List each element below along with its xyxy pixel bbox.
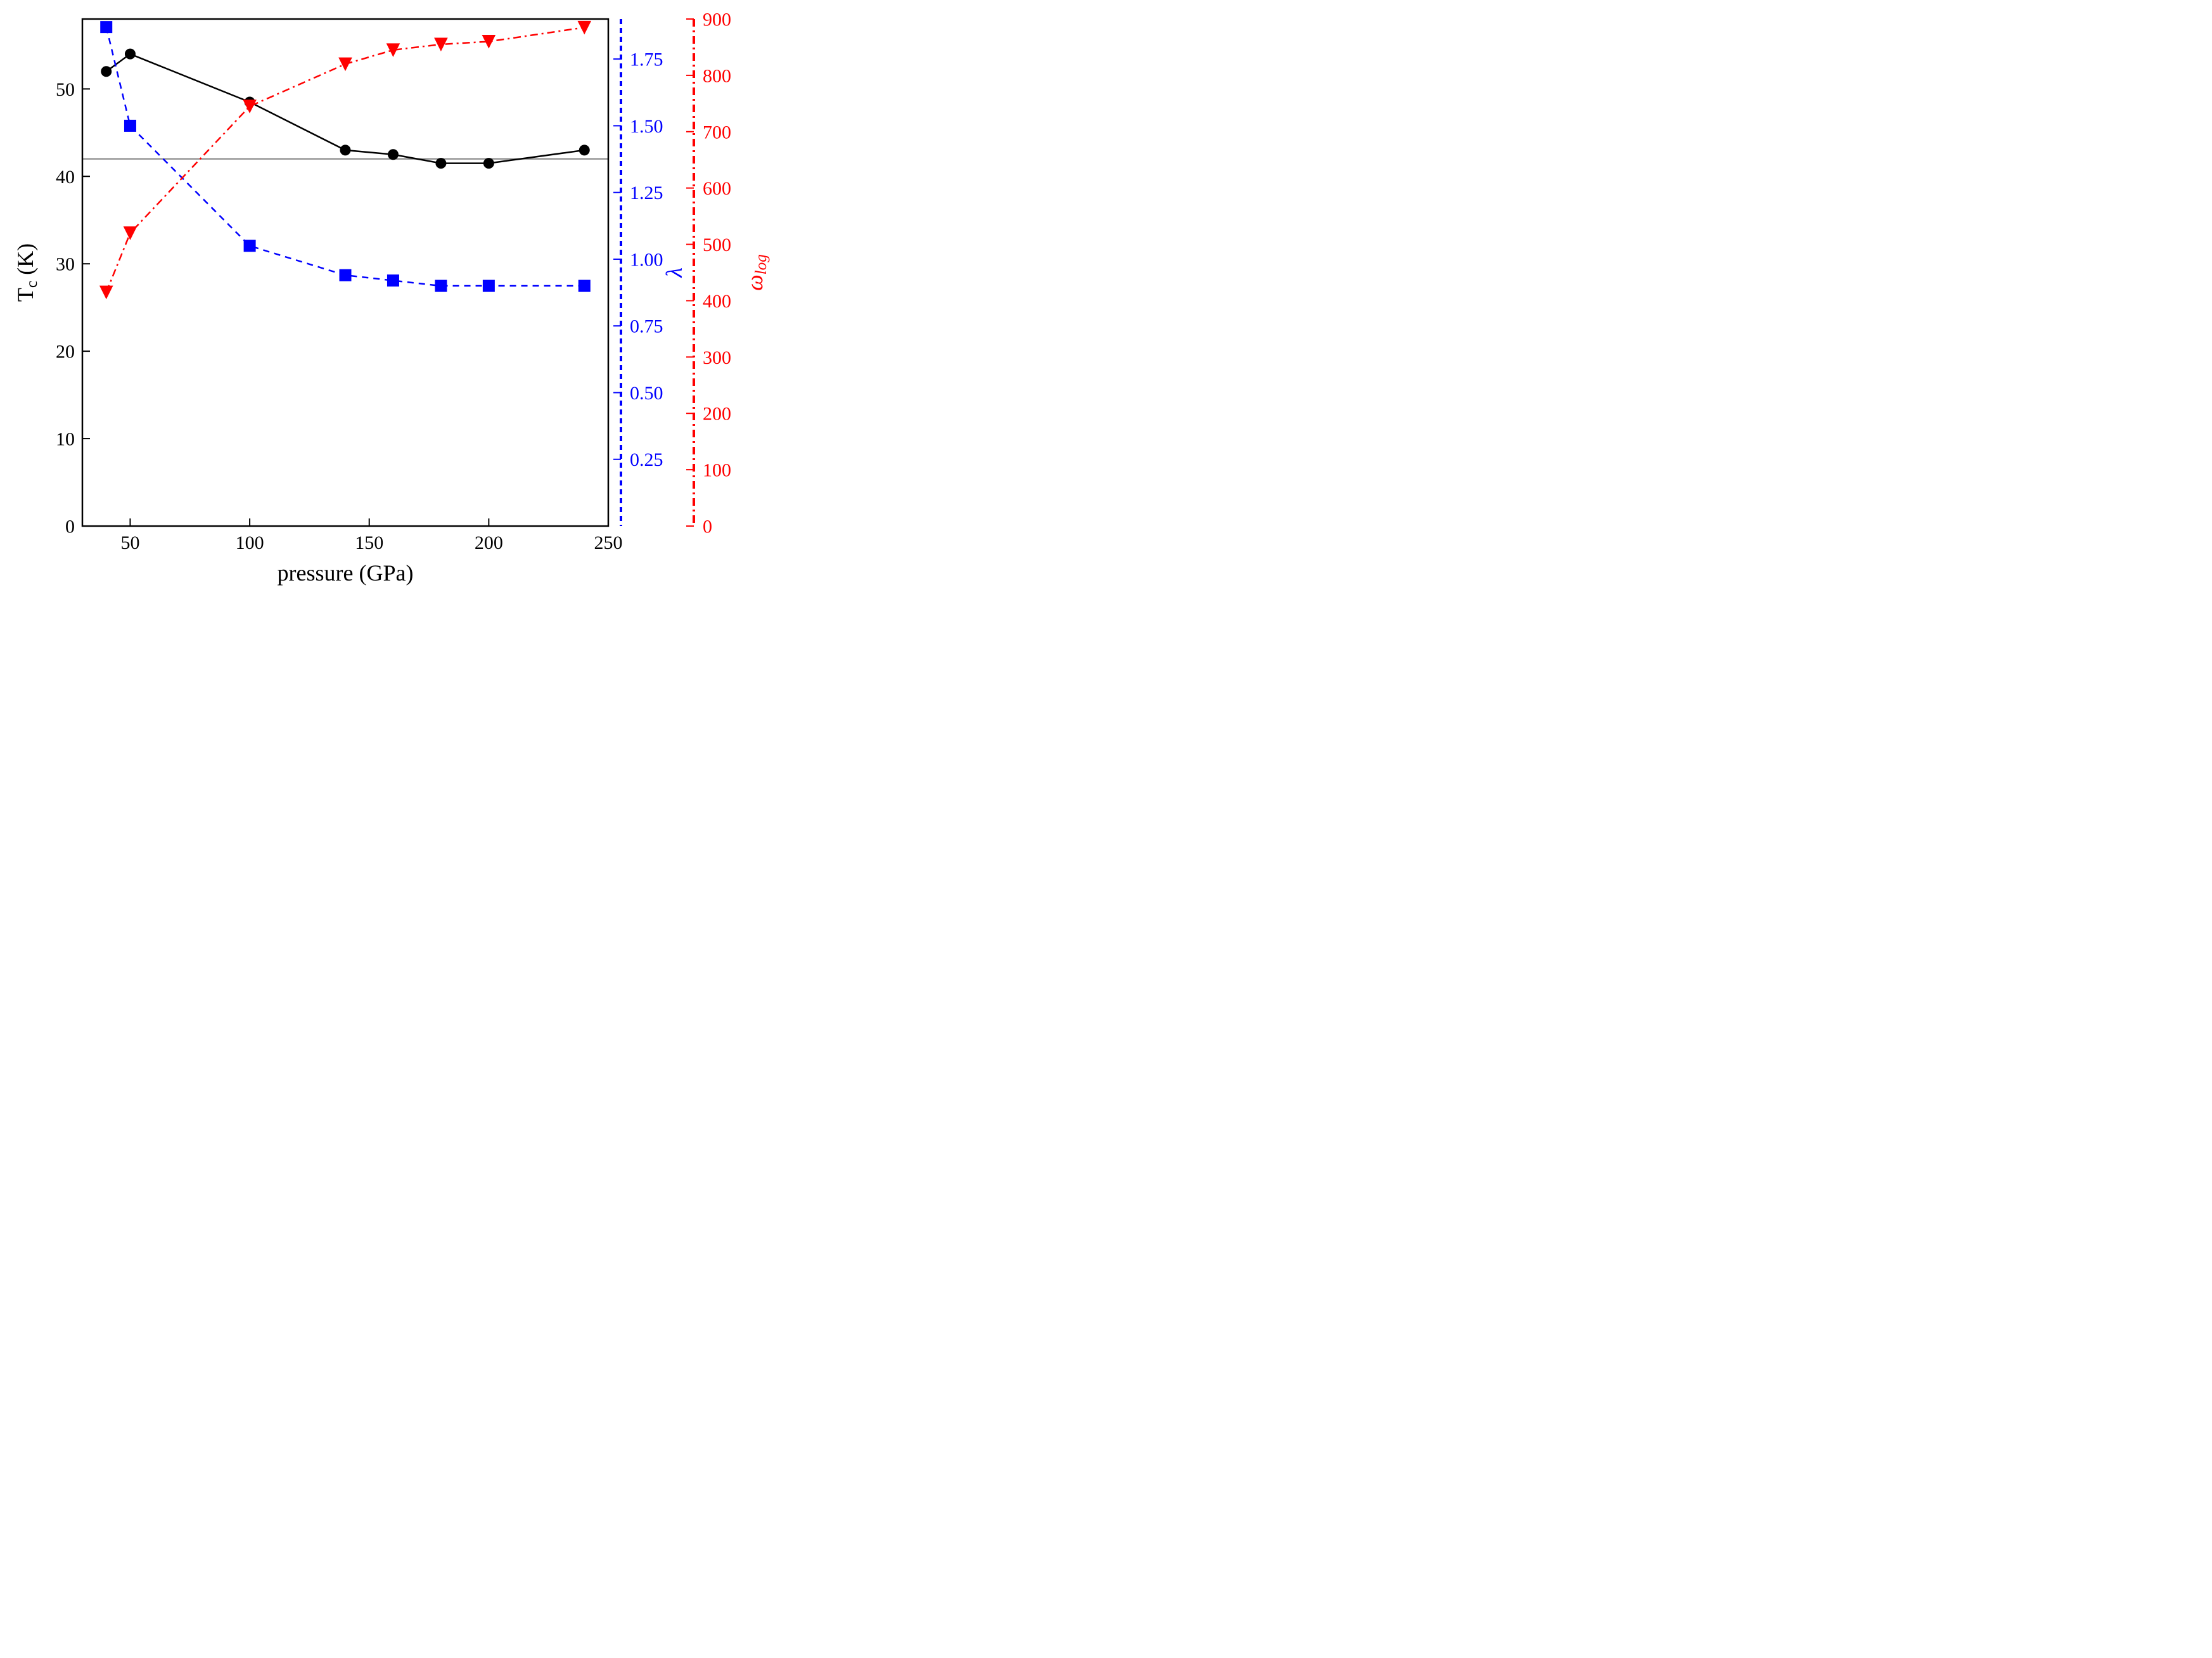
tc-marker xyxy=(101,67,112,77)
y3-tick-label: 600 xyxy=(703,178,731,199)
tc-marker xyxy=(579,145,589,155)
x-tick-label: 200 xyxy=(475,532,503,553)
y3-tick-label: 200 xyxy=(703,404,731,425)
tc-marker xyxy=(125,49,135,59)
y3-tick-label: 0 xyxy=(703,517,712,537)
lambda-marker xyxy=(483,280,494,292)
y3-tick-label: 700 xyxy=(703,122,731,143)
y1-axis-label: Tc (K) xyxy=(13,243,41,302)
lambda-marker xyxy=(244,240,255,252)
y1-tick-label: 20 xyxy=(56,342,75,363)
y2-tick-label: 1.25 xyxy=(630,183,663,203)
y1-tick-label: 50 xyxy=(56,79,75,100)
chart-svg: 50 100 150 200 250 pressure (GPa) 0 10 20 30 40 50 T… xyxy=(0,0,811,608)
y2-tick-label: 1.50 xyxy=(630,116,663,137)
y1-tick-label: 30 xyxy=(56,254,75,275)
y2-axis-label: λ xyxy=(662,267,687,278)
x-tick-label: 50 xyxy=(120,532,139,553)
lambda-marker xyxy=(340,269,351,281)
lambda-marker xyxy=(124,120,136,131)
x-tick-label: 250 xyxy=(594,532,623,553)
y3-tick-label: 300 xyxy=(703,347,731,368)
y3-tick-label: 400 xyxy=(703,291,731,312)
y1-tick-label: 10 xyxy=(56,429,75,450)
y3-tick-label: 800 xyxy=(703,65,731,86)
y3-tick-label: 500 xyxy=(703,235,731,255)
tc-marker xyxy=(483,158,494,169)
lambda-marker xyxy=(387,275,399,286)
y2-tick-label: 1.00 xyxy=(630,249,663,270)
tc-marker xyxy=(340,145,350,155)
lambda-marker xyxy=(579,280,590,292)
tc-marker xyxy=(388,150,398,160)
chart-container: 50 100 150 200 250 pressure (GPa) 0 10 20 30 40 50 T… xyxy=(0,0,811,608)
y2-tick-label: 0.25 xyxy=(630,449,663,470)
y2-tick-label: 0.50 xyxy=(630,383,663,404)
x-tick-label: 150 xyxy=(355,532,383,553)
lambda-marker xyxy=(435,280,447,292)
y3-tick-label: 100 xyxy=(703,460,731,481)
y1-tick-label: 40 xyxy=(56,167,75,188)
y2-tick-label: 0.75 xyxy=(630,316,663,337)
y3-tick-label: 900 xyxy=(703,10,731,30)
x-tick-label: 100 xyxy=(236,532,264,553)
y1-tick-label: 0 xyxy=(65,517,75,537)
y2-tick-label: 1.75 xyxy=(630,49,663,70)
svg-text:Tc (K): Tc (K) xyxy=(13,243,41,302)
lambda-marker xyxy=(101,22,112,33)
x-axis-label: pressure (GPa) xyxy=(278,560,414,586)
tc-marker xyxy=(436,158,446,169)
